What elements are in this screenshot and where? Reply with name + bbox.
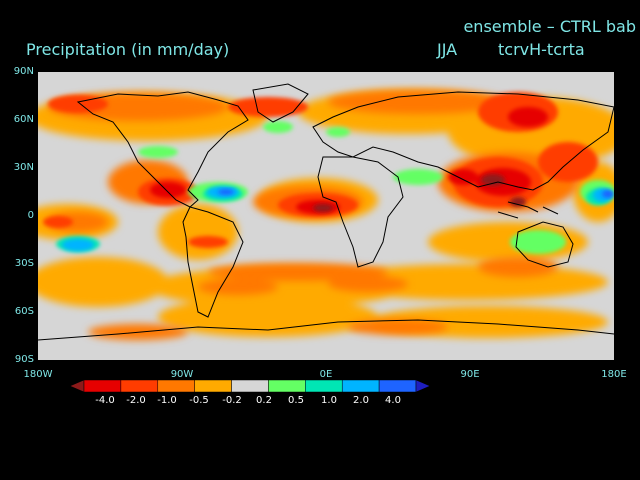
plot-title: Precipitation (in mm/day)	[26, 40, 230, 59]
lat-label-90s: 90S	[14, 354, 34, 365]
lon-label-90e: 90E	[460, 369, 480, 380]
lat-label-60s: 60S	[14, 306, 34, 317]
colorbar-swatch	[378, 380, 417, 392]
difference-label: tcrvH-tcrta	[498, 40, 585, 59]
lon-label-0e: 0E	[319, 369, 333, 380]
precipitation-map	[38, 72, 614, 360]
colorbar-label: 0.5	[288, 395, 304, 406]
lon-label-180w: 180W	[23, 369, 53, 380]
colorbar-label: 1.0	[321, 395, 337, 406]
lat-label-0: 0	[27, 210, 34, 221]
coast-greenland	[252, 83, 309, 123]
colorbar-swatch	[231, 380, 269, 392]
colorbar-swatch	[157, 380, 195, 392]
colorbar-label: -2.0	[126, 395, 146, 406]
colorbar-swatch	[194, 380, 232, 392]
coast-eurasia	[312, 91, 614, 191]
colorbar-label: -0.2	[222, 395, 242, 406]
colorbar-label: 4.0	[385, 395, 401, 406]
colorbar	[70, 380, 430, 392]
colorbar-swatch	[120, 380, 159, 392]
colorbar-swatch	[268, 380, 306, 392]
coast-africa	[317, 156, 404, 268]
contour-blue	[218, 189, 614, 198]
colorbar-label: -1.0	[157, 395, 177, 406]
coast-north-america	[76, 91, 249, 208]
coast-antarctica	[38, 319, 614, 341]
colorbar-label: -4.0	[95, 395, 115, 406]
colorbar-swatch	[415, 380, 430, 392]
coast-australia	[515, 221, 574, 268]
colorbar-swatch	[341, 380, 380, 392]
colorbar-label: 0.2	[256, 395, 272, 406]
lat-label-60n: 60N	[13, 114, 34, 125]
coast-south-america	[182, 206, 244, 318]
season-label: JJA	[437, 40, 458, 59]
contour-maroon	[313, 174, 526, 212]
coastlines	[38, 83, 614, 341]
coast-maritime-continent	[497, 201, 559, 219]
lon-label-90w: 90W	[170, 369, 194, 380]
lat-label-30s: 30S	[14, 258, 34, 269]
run-label: ensemble – CTRL bab	[463, 17, 636, 36]
colorbar-swatch	[83, 380, 122, 392]
lon-label-180e: 180E	[601, 369, 627, 380]
colorbar-swatch	[70, 380, 85, 392]
lat-label-90n: 90N	[13, 66, 34, 77]
lat-label-30n: 30N	[13, 162, 34, 173]
colorbar-label: 2.0	[353, 395, 369, 406]
colorbar-label: -0.5	[189, 395, 209, 406]
colorbar-swatch	[305, 380, 343, 392]
